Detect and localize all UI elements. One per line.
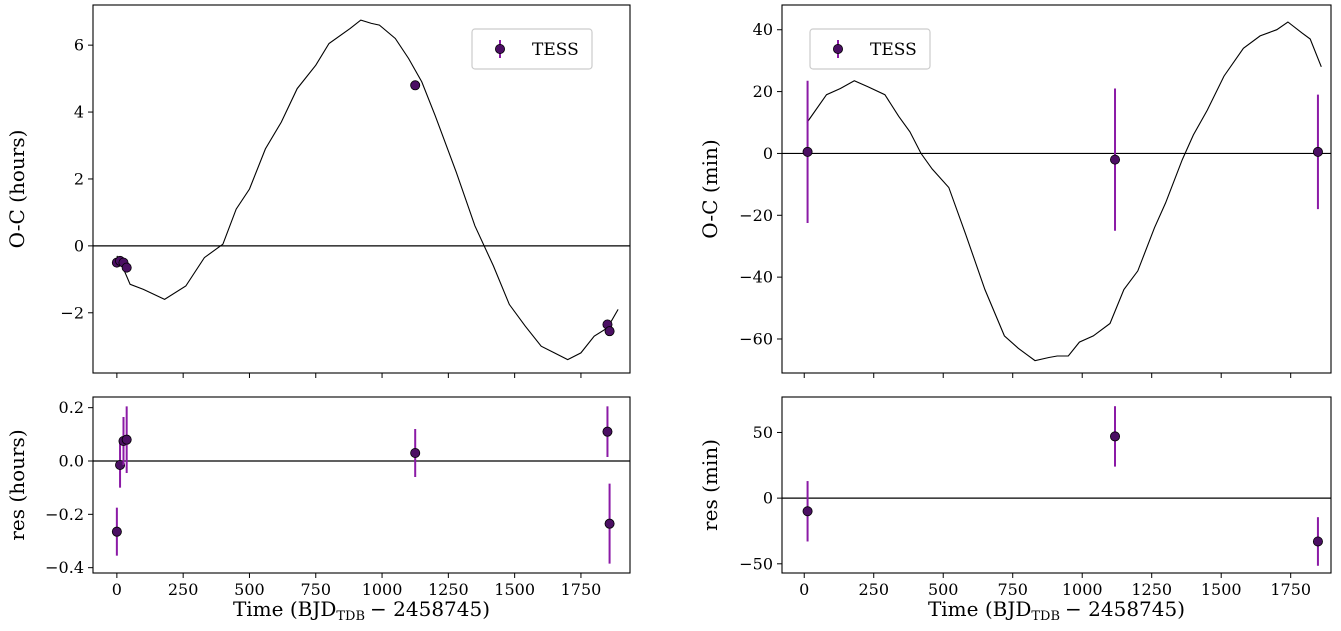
x-tick-label: 250 [168,580,199,599]
data-point [121,262,132,273]
legend-marker [833,44,844,55]
plot-area [782,21,1331,362]
x-tick-label: 750 [300,580,331,599]
y-tick-label: 2 [74,169,84,188]
legend: TESS [471,28,593,70]
legend-marker [494,44,505,55]
plot-area [93,406,630,564]
axes-frame [92,4,631,374]
x-tick-label: 0 [799,580,809,599]
y-tick-label: 40 [753,20,773,39]
y-tick-label: −60 [739,329,773,348]
data-point [604,326,615,337]
data-point [410,80,421,91]
y-tick-label: −0.2 [45,505,84,524]
data-point [121,434,132,445]
data-point [1110,154,1121,165]
x-axis-label: Time (BJDTDB − 2458745) [233,597,490,624]
legend-box [809,28,931,70]
axes-frame [92,396,631,574]
data-point [111,526,122,537]
legend-box [471,28,593,70]
data-point [802,146,813,157]
y-tick-label: −50 [739,554,773,573]
y-tick-label: 0 [74,236,84,255]
y-tick-label: 0.0 [59,452,84,471]
data-point [1312,146,1323,157]
y-axis-label: O-C (min) [698,139,722,238]
x-tick-label: 1250 [428,580,469,599]
y-tick-label: 0 [763,489,773,508]
y-axis-label: O-C (hours) [5,130,29,249]
data-point [410,447,421,458]
y-axis-label: res (min) [698,439,722,531]
legend-label: TESS [532,40,579,60]
y-tick-label: −2 [60,303,84,322]
data-point [802,506,813,517]
plot-area [93,19,630,361]
panel-left-bottom: 0 250 500 750 1000 1250 1500 1750 −0.4 −0.2 0.0 0.2… [5,396,631,624]
axes-frame [781,4,1332,374]
y-tick-label: 20 [753,82,773,101]
x-tick-label: 1500 [1201,580,1242,599]
x-tick-label: 500 [234,580,265,599]
x-tick-label: 500 [928,580,959,599]
x-tick-label: 1750 [561,580,602,599]
axes-frame [781,396,1332,574]
legend: TESS [809,28,931,70]
y-tick-label: −20 [739,206,773,225]
y-tick-label: 50 [753,423,773,442]
x-tick-label: 0 [112,580,122,599]
model-curve [806,21,1322,362]
plot-area [782,406,1331,566]
y-tick-label: 4 [74,103,84,122]
y-tick-label: 6 [74,36,84,55]
x-tick-label: 1250 [1131,580,1172,599]
panel-right-top: −60 −40 −20 0 20 40 O-C (min) TESS [698,4,1332,378]
data-point [1312,536,1323,547]
data-point [602,426,613,437]
x-tick-label: 1000 [1062,580,1103,599]
x-tick-label: 1500 [494,580,535,599]
x-tick-label: 250 [858,580,889,599]
y-tick-label: −0.4 [45,558,84,577]
y-axis-label: res (hours) [5,429,29,540]
panel-left-top: −2 0 2 4 6 O-C (hours) TESS [5,4,631,378]
x-tick-label: 1000 [362,580,403,599]
data-point [604,518,615,529]
data-point [1110,431,1121,442]
x-axis-label: Time (BJDTDB − 2458745) [928,597,1185,624]
legend-label: TESS [870,40,917,60]
y-tick-label: 0.2 [59,398,84,417]
model-curve [116,19,619,361]
data-point [115,459,126,470]
y-tick-label: −40 [739,268,773,287]
y-tick-label: 0 [763,144,773,163]
x-tick-label: 1750 [1270,580,1311,599]
x-tick-label: 750 [997,580,1028,599]
panel-right-bottom: 0 250 500 750 1000 1250 1500 1750 −50 0 50 res (min… [698,396,1332,624]
